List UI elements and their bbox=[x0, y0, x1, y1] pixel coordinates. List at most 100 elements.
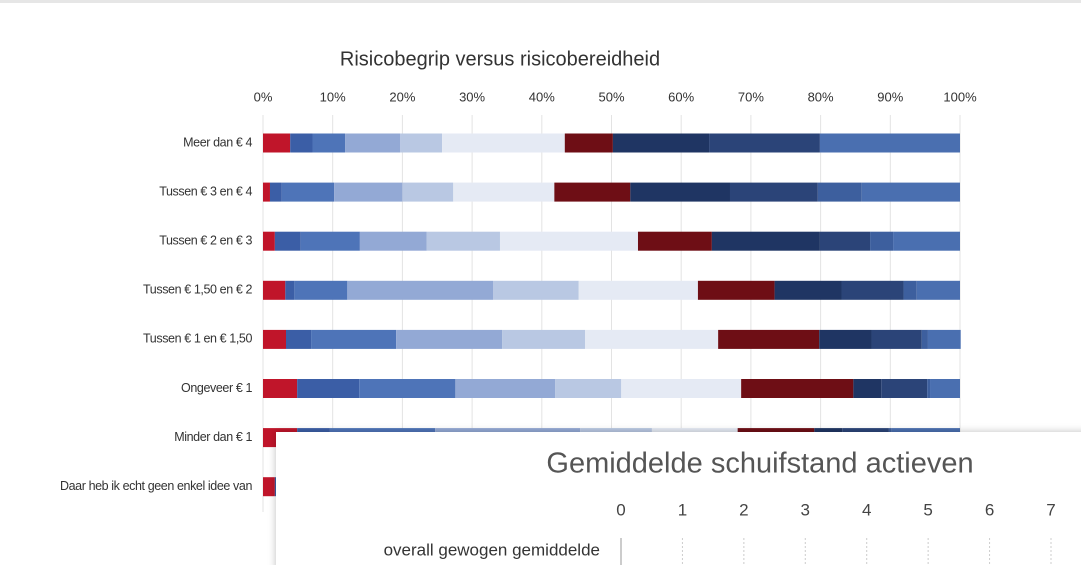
bar-segment bbox=[286, 329, 312, 349]
x-tick-label: 5 bbox=[923, 500, 932, 519]
chart-title: Gemiddelde schuifstand actieven bbox=[546, 448, 973, 480]
chart-title: Risicobegrip versus risicobereidheid bbox=[340, 48, 660, 70]
bar-segment bbox=[819, 329, 872, 349]
x-tick-label: 2 bbox=[739, 500, 748, 519]
x-tick-label: 60% bbox=[668, 89, 694, 104]
bar-segment bbox=[400, 133, 443, 153]
bar-segment bbox=[396, 329, 503, 349]
bar-segment bbox=[442, 133, 565, 153]
bar-segment bbox=[741, 379, 854, 398]
bar-segment bbox=[819, 231, 871, 251]
bar-segment bbox=[916, 280, 960, 300]
bar-segment bbox=[870, 231, 894, 251]
bar-segment bbox=[585, 329, 719, 349]
bar-segment bbox=[297, 379, 360, 398]
x-tick-label: 0 bbox=[616, 500, 625, 519]
x-tick-label: 80% bbox=[808, 89, 834, 104]
x-tick-label: 3 bbox=[801, 500, 810, 519]
bar-segment bbox=[269, 182, 282, 202]
bar-segment bbox=[312, 133, 346, 153]
bar-segment bbox=[453, 182, 555, 202]
bar-segment bbox=[697, 280, 775, 300]
bar-segment bbox=[263, 379, 298, 398]
bar-segment bbox=[402, 182, 454, 202]
y-tick-label: Ongeveer € 1 bbox=[181, 381, 252, 395]
bar-segment bbox=[927, 329, 961, 349]
bar-segment bbox=[774, 280, 842, 300]
bar-segment bbox=[612, 133, 710, 153]
x-tick-label: 1 bbox=[678, 500, 687, 519]
y-tick-label: Tussen € 1 en € 1,50 bbox=[143, 332, 252, 346]
bar-segment bbox=[263, 182, 270, 202]
chart-2: 0 1 2 3 4 5 6 7 overall gewogen gemiddelde bbox=[384, 500, 1056, 565]
bar-segment bbox=[502, 329, 586, 349]
y-tick-label: Tussen € 2 en € 3 bbox=[159, 233, 252, 247]
bar-segment bbox=[347, 280, 494, 300]
bar-segment bbox=[819, 133, 960, 153]
bar-segment bbox=[274, 231, 301, 251]
bar-segment bbox=[578, 280, 698, 300]
bar-segment bbox=[263, 231, 275, 251]
bar-segment bbox=[881, 379, 928, 398]
bar-segment bbox=[300, 231, 360, 251]
bar-segment bbox=[718, 329, 820, 349]
x-tick-label: 10% bbox=[320, 89, 346, 104]
x-tick-label: 7 bbox=[1046, 500, 1055, 519]
bar-segment bbox=[853, 379, 882, 398]
bar-segment bbox=[263, 133, 291, 153]
header-edge bbox=[0, 0, 1081, 3]
bar-segment bbox=[630, 182, 730, 202]
bar-segment bbox=[263, 477, 275, 497]
y-tick-label: Meer dan € 4 bbox=[183, 135, 252, 149]
bar-segment bbox=[709, 133, 820, 153]
bar-segment bbox=[637, 231, 712, 251]
bar-segment bbox=[564, 133, 613, 153]
bar-segment bbox=[817, 182, 862, 202]
bar-segment bbox=[729, 182, 818, 202]
bar-segment bbox=[554, 182, 631, 202]
bar-segment bbox=[921, 329, 928, 349]
x-tick-label: 0% bbox=[254, 89, 273, 104]
y-tick-label: Daar heb ik echt geen enkel idee van bbox=[60, 479, 252, 493]
x-tick-label: 100% bbox=[943, 89, 977, 104]
y-tick-label: Tussen € 1,50 en € 2 bbox=[143, 283, 252, 297]
overlay-panel bbox=[276, 432, 1081, 565]
bar-segment bbox=[290, 133, 313, 153]
bar-segment bbox=[930, 379, 960, 398]
bar-segment bbox=[285, 280, 295, 300]
x-tick-label: 30% bbox=[459, 89, 485, 104]
bar-segment bbox=[871, 329, 922, 349]
bar-segment bbox=[927, 379, 931, 398]
bar-segment bbox=[841, 280, 904, 300]
bar-segment bbox=[334, 182, 403, 202]
bar-segment bbox=[263, 280, 286, 300]
y-tick-label: Minder dan € 1 bbox=[174, 430, 252, 444]
x-tick-label: 20% bbox=[389, 89, 415, 104]
x-tick-label: 70% bbox=[738, 89, 764, 104]
bar-segment bbox=[281, 182, 335, 202]
x-tick-label: 40% bbox=[529, 89, 555, 104]
bar-segment bbox=[493, 280, 579, 300]
bar-segment bbox=[893, 231, 960, 251]
bar-segment bbox=[359, 231, 427, 251]
bar-segment bbox=[621, 379, 742, 398]
x-tick-label: 4 bbox=[862, 500, 871, 519]
bar-segment bbox=[861, 182, 960, 202]
bar-segment bbox=[294, 280, 348, 300]
bar-segment bbox=[499, 231, 638, 251]
bar-segment bbox=[311, 329, 397, 349]
bar-segment bbox=[903, 280, 917, 300]
bar-segment bbox=[426, 231, 500, 251]
bar-segment bbox=[711, 231, 820, 251]
bar-segment bbox=[359, 379, 456, 398]
y-tick-label: Tussen € 3 en € 4 bbox=[159, 184, 252, 198]
bar-segment bbox=[345, 133, 401, 153]
bar-segment bbox=[555, 379, 622, 398]
y-tick-label: overall gewogen gemiddelde bbox=[384, 540, 600, 559]
x-tick-label: 6 bbox=[985, 500, 994, 519]
x-tick-label: 90% bbox=[877, 89, 903, 104]
bar-segment bbox=[263, 329, 287, 349]
bar-segment bbox=[455, 379, 556, 398]
